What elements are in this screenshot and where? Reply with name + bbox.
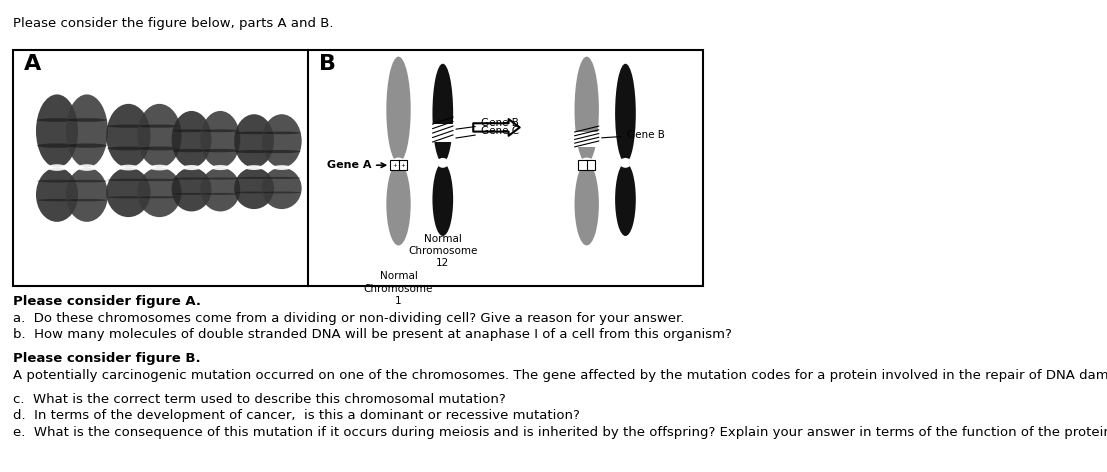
Ellipse shape xyxy=(234,114,275,168)
Ellipse shape xyxy=(37,168,79,222)
Text: Gene B: Gene B xyxy=(456,118,519,129)
FancyBboxPatch shape xyxy=(390,160,407,170)
Text: Gene B: Gene B xyxy=(602,130,664,140)
Text: Gene C: Gene C xyxy=(456,126,519,138)
Ellipse shape xyxy=(173,177,210,180)
Bar xyxy=(13,50,703,286)
Text: Please consider the figure below, parts A and B.: Please consider the figure below, parts … xyxy=(13,17,334,30)
Ellipse shape xyxy=(620,158,631,168)
Ellipse shape xyxy=(107,146,149,151)
Ellipse shape xyxy=(262,177,301,179)
FancyArrowPatch shape xyxy=(474,119,519,136)
Ellipse shape xyxy=(272,165,291,170)
Ellipse shape xyxy=(262,192,301,194)
Ellipse shape xyxy=(37,180,77,183)
Ellipse shape xyxy=(200,168,240,211)
Ellipse shape xyxy=(138,179,180,181)
Ellipse shape xyxy=(201,149,239,152)
Ellipse shape xyxy=(261,168,301,209)
Ellipse shape xyxy=(262,150,301,153)
Ellipse shape xyxy=(575,57,599,163)
Text: A potentially carcinogenic mutation occurred on one of the chromosomes. The gene: A potentially carcinogenic mutation occu… xyxy=(13,369,1107,382)
Ellipse shape xyxy=(37,118,77,122)
Ellipse shape xyxy=(261,114,301,168)
Ellipse shape xyxy=(66,199,107,202)
Ellipse shape xyxy=(107,196,149,198)
Bar xyxy=(575,132,599,147)
Ellipse shape xyxy=(235,192,273,194)
Ellipse shape xyxy=(433,163,453,236)
Text: Please consider figure A.: Please consider figure A. xyxy=(13,295,201,308)
Text: B: B xyxy=(319,54,335,74)
Text: Normal
Chromosome
12: Normal Chromosome 12 xyxy=(408,234,477,269)
Ellipse shape xyxy=(201,177,239,180)
Text: Gene A: Gene A xyxy=(327,160,385,170)
Ellipse shape xyxy=(37,94,79,168)
Ellipse shape xyxy=(173,129,210,132)
Text: d.  In terms of the development of cancer,  is this a dominant or recessive muta: d. In terms of the development of cancer… xyxy=(13,409,580,422)
Ellipse shape xyxy=(235,132,273,134)
Ellipse shape xyxy=(137,104,182,168)
Ellipse shape xyxy=(392,158,405,168)
Ellipse shape xyxy=(172,111,211,168)
FancyBboxPatch shape xyxy=(578,160,596,170)
Ellipse shape xyxy=(66,168,108,222)
Text: Normal
Chromosome
1: Normal Chromosome 1 xyxy=(364,271,433,306)
Text: Please consider figure B.: Please consider figure B. xyxy=(13,352,200,365)
Ellipse shape xyxy=(137,168,182,217)
Ellipse shape xyxy=(66,143,107,148)
Text: A: A xyxy=(24,54,42,74)
Ellipse shape xyxy=(138,125,180,128)
Ellipse shape xyxy=(386,57,411,163)
Ellipse shape xyxy=(173,193,210,195)
Ellipse shape xyxy=(575,163,599,245)
Ellipse shape xyxy=(66,94,108,168)
Text: a.  Do these chromosomes come from a dividing or non-dividing cell? Give a reaso: a. Do these chromosomes come from a divi… xyxy=(13,312,684,325)
Ellipse shape xyxy=(183,165,200,170)
Ellipse shape xyxy=(615,64,635,163)
Ellipse shape xyxy=(201,193,239,195)
Ellipse shape xyxy=(437,158,448,168)
Ellipse shape xyxy=(211,165,229,170)
Ellipse shape xyxy=(106,104,151,168)
Ellipse shape xyxy=(200,111,240,168)
Ellipse shape xyxy=(138,146,180,151)
Ellipse shape xyxy=(235,150,273,153)
Ellipse shape xyxy=(66,180,107,183)
Ellipse shape xyxy=(615,163,635,236)
Ellipse shape xyxy=(37,199,77,202)
Ellipse shape xyxy=(149,165,169,170)
Ellipse shape xyxy=(580,158,593,168)
Ellipse shape xyxy=(106,168,151,217)
Ellipse shape xyxy=(433,64,453,163)
Ellipse shape xyxy=(37,143,77,148)
Ellipse shape xyxy=(172,168,211,211)
Ellipse shape xyxy=(107,125,149,128)
Ellipse shape xyxy=(77,164,96,171)
Text: +: + xyxy=(401,163,405,168)
Ellipse shape xyxy=(262,132,301,134)
Bar xyxy=(433,124,453,142)
Ellipse shape xyxy=(245,165,263,170)
Ellipse shape xyxy=(234,168,275,209)
Ellipse shape xyxy=(173,149,210,152)
Ellipse shape xyxy=(235,177,273,179)
Text: b.  How many molecules of double stranded DNA will be present at anaphase I of a: b. How many molecules of double stranded… xyxy=(13,328,732,341)
Ellipse shape xyxy=(107,179,149,181)
Ellipse shape xyxy=(118,165,138,170)
Ellipse shape xyxy=(386,163,411,245)
Ellipse shape xyxy=(48,164,66,171)
Ellipse shape xyxy=(66,118,107,122)
Text: +: + xyxy=(392,163,396,168)
Ellipse shape xyxy=(138,196,180,198)
Ellipse shape xyxy=(201,129,239,132)
Text: e.  What is the consequence of this mutation if it occurs during meiosis and is : e. What is the consequence of this mutat… xyxy=(13,426,1107,439)
Text: c.  What is the correct term used to describe this chromosomal mutation?: c. What is the correct term used to desc… xyxy=(13,393,506,406)
